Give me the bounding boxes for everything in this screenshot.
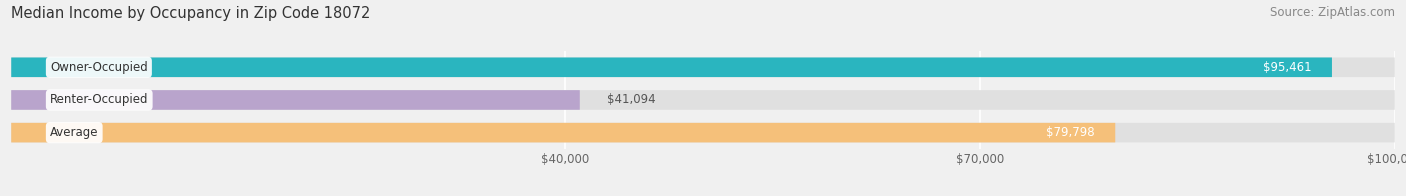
Text: $79,798: $79,798 (1046, 126, 1094, 139)
Text: $41,094: $41,094 (607, 93, 657, 106)
FancyBboxPatch shape (11, 57, 1395, 77)
Text: $95,461: $95,461 (1263, 61, 1312, 74)
Text: Average: Average (51, 126, 98, 139)
FancyBboxPatch shape (11, 123, 1115, 142)
Text: Owner-Occupied: Owner-Occupied (51, 61, 148, 74)
Text: Source: ZipAtlas.com: Source: ZipAtlas.com (1270, 6, 1395, 19)
FancyBboxPatch shape (11, 90, 579, 110)
Text: Renter-Occupied: Renter-Occupied (51, 93, 149, 106)
FancyBboxPatch shape (11, 123, 1395, 142)
FancyBboxPatch shape (11, 57, 1331, 77)
Text: Median Income by Occupancy in Zip Code 18072: Median Income by Occupancy in Zip Code 1… (11, 6, 371, 21)
FancyBboxPatch shape (11, 90, 1395, 110)
